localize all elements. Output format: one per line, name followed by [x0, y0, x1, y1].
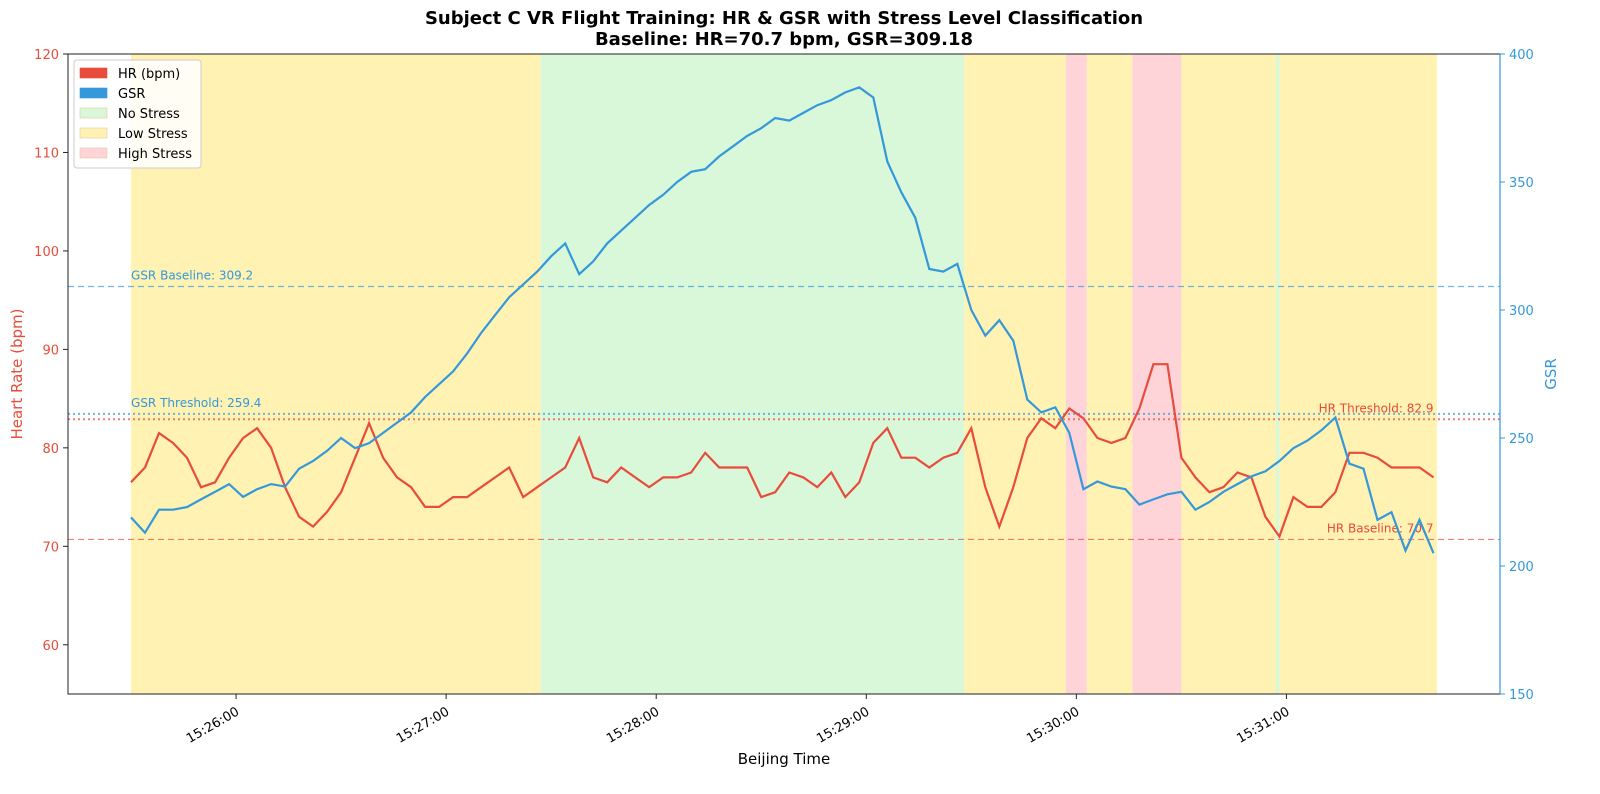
reference-label: HR Threshold: 82.9 — [1319, 401, 1434, 415]
x-axis-label: Beijing Time — [738, 750, 831, 768]
legend-swatch — [79, 87, 108, 99]
legend-swatch — [79, 147, 108, 159]
y-tick-label: 80 — [42, 442, 59, 457]
y-tick-label: 100 — [34, 245, 59, 260]
legend-swatch — [79, 107, 108, 119]
y-axis-label: Heart Rate (bpm) — [8, 308, 26, 439]
y2-tick-label: 400 — [1509, 48, 1534, 63]
y2-axis-label: GSR — [1542, 358, 1560, 390]
y2-tick-label: 300 — [1509, 304, 1534, 319]
y-tick-label: 90 — [42, 343, 59, 358]
stress-region — [1275, 54, 1280, 694]
legend-swatch — [79, 67, 108, 79]
stress-region — [1181, 54, 1276, 694]
legend-label: HR (bpm) — [118, 67, 180, 82]
y2-tick-label: 150 — [1509, 688, 1534, 703]
x-tick-label: 15:26:00 — [184, 704, 242, 746]
x-tick-label: 15:27:00 — [394, 704, 452, 746]
legend: HR (bpm) GSR No Stress Low Stress High Stres… — [73, 59, 202, 169]
stress-region — [540, 54, 965, 694]
legend-label: No Stress — [118, 107, 180, 122]
x-tick-label: 15:28:00 — [604, 704, 662, 746]
y-tick-label: 70 — [42, 540, 59, 555]
chart-subtitle: Baseline: HR=70.7 bpm, GSR=309.18 — [595, 29, 973, 50]
y-tick-label: 120 — [34, 48, 59, 63]
x-tick-label: 15:31:00 — [1234, 704, 1292, 746]
y-tick-label: 60 — [42, 639, 59, 654]
x-tick-label: 15:30:00 — [1024, 704, 1082, 746]
y2-tick-label: 200 — [1509, 560, 1534, 575]
y2-tick-label: 250 — [1509, 432, 1534, 447]
x-tick-label: 15:29:00 — [814, 704, 872, 746]
reference-label: GSR Threshold: 259.4 — [131, 396, 261, 410]
stress-region — [1279, 54, 1437, 694]
stress-region — [1065, 54, 1087, 694]
stress-region — [1086, 54, 1133, 694]
legend-box — [73, 59, 202, 169]
legend-swatch — [79, 127, 108, 139]
reference-label: GSR Baseline: 309.2 — [131, 268, 253, 282]
y2-tick-label: 350 — [1509, 176, 1534, 191]
series-line — [130, 363, 1435, 539]
stress-region — [964, 54, 1066, 694]
legend-label: High Stress — [118, 147, 192, 162]
legend-label: GSR — [118, 87, 145, 102]
reference-label: HR Baseline: 70.7 — [1327, 521, 1434, 535]
legend-label: Low Stress — [118, 127, 188, 142]
series-line — [130, 86, 1435, 554]
y-tick-label: 110 — [34, 146, 59, 161]
stress-region — [1132, 54, 1182, 694]
chart-title: Subject C VR Flight Training: HR & GSR w… — [425, 8, 1143, 29]
